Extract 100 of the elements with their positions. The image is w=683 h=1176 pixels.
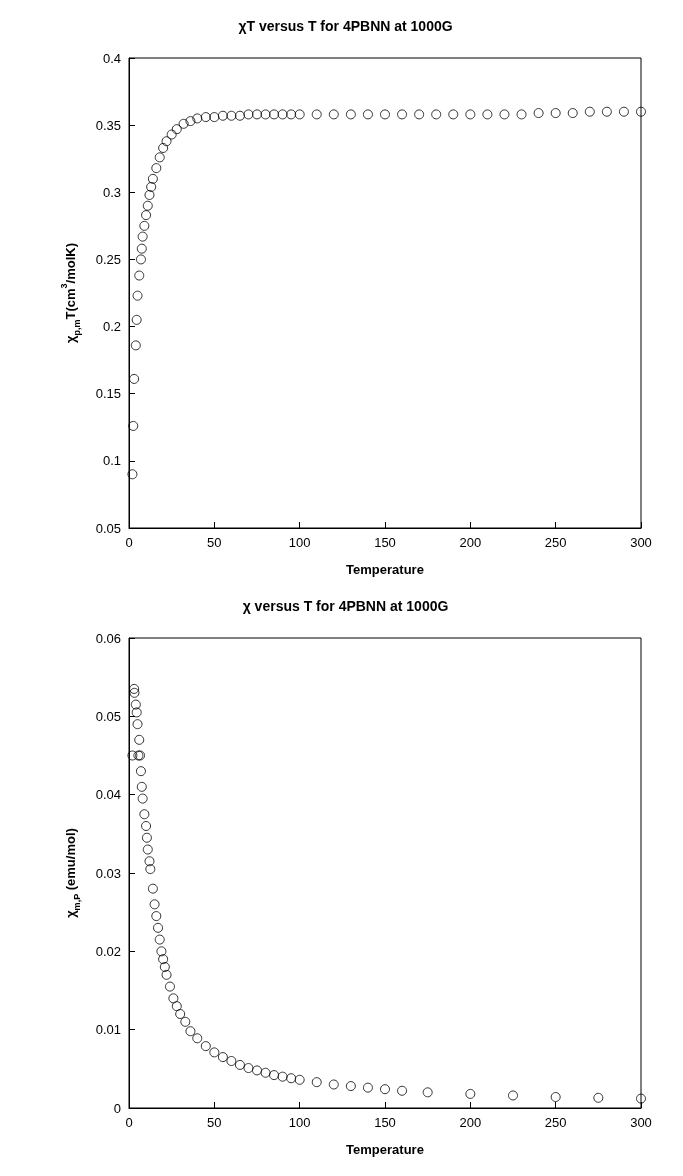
x-tick-label: 100 (288, 1115, 311, 1130)
point (158, 142, 169, 153)
point (636, 1093, 646, 1104)
point (516, 109, 527, 120)
point (166, 129, 177, 140)
point (168, 993, 179, 1004)
point (146, 181, 157, 192)
point (142, 844, 153, 855)
point (137, 793, 148, 804)
y-tick-label: 0.1 (102, 453, 121, 469)
point (144, 856, 155, 867)
y-axis-title: χm,P (emu/mol) (62, 828, 82, 918)
point (499, 109, 510, 120)
point (217, 1052, 228, 1063)
point (139, 220, 150, 231)
point (151, 911, 162, 922)
y-tick-label: 0.15 (95, 386, 121, 402)
point (380, 1084, 390, 1095)
point (129, 373, 140, 384)
point (130, 699, 141, 710)
point (129, 687, 140, 698)
point (200, 1041, 211, 1052)
point (154, 152, 165, 163)
point (260, 109, 271, 120)
point (422, 1087, 433, 1098)
point (151, 163, 162, 174)
point (448, 109, 459, 120)
y-tick-label: 0.2 (102, 319, 121, 335)
y-tick-label: 0.25 (95, 251, 121, 267)
point (362, 109, 373, 120)
point (328, 1079, 339, 1090)
y-tick-label: 0.3 (102, 184, 121, 200)
point (149, 899, 160, 910)
x-tick-label: 300 (630, 535, 652, 550)
point (345, 1081, 356, 1092)
point (286, 109, 297, 120)
x-tick-label: 150 (374, 535, 396, 550)
point (141, 821, 152, 831)
point (252, 1065, 262, 1076)
point (269, 1070, 280, 1081)
point (380, 109, 390, 120)
point (414, 109, 425, 120)
point (209, 112, 220, 123)
point (269, 109, 280, 120)
x-tick-label: 0 (125, 1115, 133, 1130)
x-tick-label: 0 (125, 535, 133, 550)
point (153, 922, 164, 933)
point (158, 954, 169, 965)
point (618, 106, 629, 117)
point (175, 1009, 186, 1019)
y-axis-title: χp,mT(cm3/molK) (58, 243, 82, 343)
point (584, 106, 595, 117)
x-tick-label: 50 (207, 535, 222, 550)
point (243, 1063, 254, 1074)
point (209, 1047, 220, 1058)
y-tick-label: 0.01 (95, 1022, 121, 1038)
y-tick-label: 0.05 (95, 708, 121, 724)
x-tick-label: 150 (374, 1115, 396, 1130)
y-tick-label: 0.03 (95, 865, 121, 881)
point (345, 109, 356, 120)
point (482, 109, 493, 120)
point (136, 243, 147, 254)
point (200, 112, 211, 123)
point (130, 340, 141, 351)
point (127, 750, 138, 761)
point (185, 1026, 196, 1037)
point (226, 1056, 237, 1066)
point (161, 136, 172, 147)
point (431, 109, 442, 120)
y-tick-label: 0.02 (95, 943, 121, 959)
point (131, 314, 142, 325)
y-tick-label: 0.05 (95, 520, 121, 536)
point (508, 1090, 518, 1101)
point (277, 109, 288, 120)
point (136, 781, 147, 792)
point (135, 254, 146, 265)
point (362, 1082, 373, 1093)
point (132, 290, 143, 301)
point (636, 106, 646, 117)
point (134, 270, 145, 281)
point (164, 981, 175, 992)
point (192, 113, 203, 124)
point (171, 124, 182, 135)
point (131, 707, 142, 718)
point (178, 118, 189, 129)
point (593, 1092, 604, 1103)
point (127, 469, 138, 480)
point (141, 210, 152, 221)
point (260, 1067, 271, 1078)
point (286, 1073, 297, 1084)
point (234, 1059, 245, 1070)
point (147, 883, 158, 894)
x-axis-title: Temperature (346, 561, 424, 577)
point (277, 1071, 288, 1082)
point (159, 962, 170, 972)
point (226, 110, 237, 121)
point (328, 109, 339, 120)
point (533, 108, 544, 119)
point (550, 1092, 561, 1103)
point (567, 108, 578, 119)
